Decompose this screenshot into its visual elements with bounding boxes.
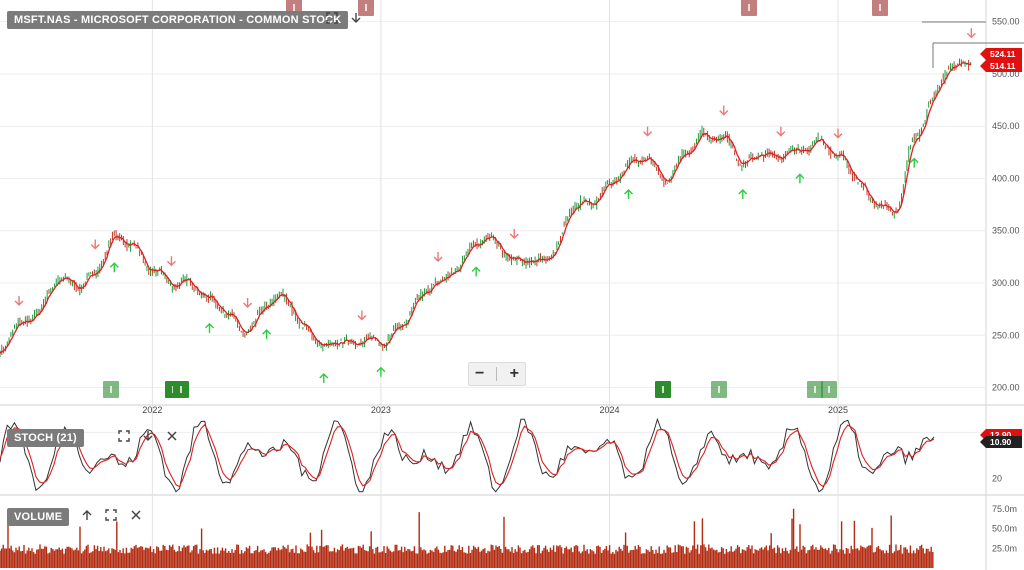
x-tick-label: 2022 bbox=[142, 405, 162, 415]
event-marker-glyph: I bbox=[662, 385, 665, 396]
price-y-tick-label: 250.00 bbox=[992, 330, 1020, 340]
event-marker[interactable] bbox=[173, 381, 189, 398]
event-marker[interactable] bbox=[711, 381, 727, 398]
event-marker-glyph: I bbox=[365, 3, 368, 14]
event-marker[interactable] bbox=[358, 0, 374, 16]
x-tick-label: 2023 bbox=[371, 405, 391, 415]
price-y-tick-label: 450.00 bbox=[992, 121, 1020, 131]
event-marker[interactable] bbox=[655, 381, 671, 398]
arrow-up-icon[interactable] bbox=[79, 509, 95, 525]
buy-arrow-icon bbox=[795, 173, 805, 184]
stoch-last-value: 10.90 bbox=[990, 437, 1012, 447]
volume-y-tick-label: 75.0m bbox=[992, 504, 1017, 514]
volume-bars bbox=[0, 508, 934, 568]
event-marker-glyph: I bbox=[110, 385, 113, 396]
arrow-down-icon[interactable] bbox=[140, 430, 156, 446]
sell-arrow-icon bbox=[509, 229, 519, 240]
zoom-divider bbox=[496, 367, 498, 381]
buy-arrow-icon bbox=[262, 329, 272, 340]
minus-icon[interactable]: − bbox=[475, 365, 485, 382]
price-y-tick-label: 300.00 bbox=[992, 278, 1020, 288]
zoom-control: − + bbox=[468, 362, 526, 386]
event-marker[interactable] bbox=[103, 381, 119, 398]
stoch-d-line bbox=[0, 423, 935, 488]
sell-arrow-icon bbox=[719, 105, 729, 116]
sell-arrow-icon bbox=[243, 298, 253, 308]
price-y-tick-label: 200.00 bbox=[992, 383, 1020, 393]
sell-arrow-icon bbox=[14, 295, 24, 306]
event-marker[interactable] bbox=[807, 381, 823, 398]
event-marker-glyph: I bbox=[180, 385, 183, 396]
plus-icon[interactable]: + bbox=[509, 365, 519, 382]
event-marker-glyph: I bbox=[748, 3, 751, 14]
sell-arrow-icon bbox=[357, 310, 367, 321]
last-price-badge bbox=[980, 60, 1022, 72]
price-y-tick-label: 350.00 bbox=[992, 226, 1020, 236]
expand-icon[interactable] bbox=[116, 430, 132, 446]
price-y-tick-label: 400.00 bbox=[992, 173, 1020, 183]
buy-arrow-icon bbox=[376, 366, 386, 377]
price-y-tick-label: 500.00 bbox=[992, 69, 1020, 79]
buy-arrow-icon bbox=[205, 322, 214, 333]
event-marker[interactable] bbox=[741, 0, 757, 16]
sell-arrow-icon bbox=[166, 256, 176, 267]
price-y-tick-label: 550.00 bbox=[992, 17, 1020, 27]
expand-icon[interactable] bbox=[324, 12, 340, 28]
event-marker-glyph: I bbox=[814, 385, 817, 396]
last-price-value: 514.11 bbox=[990, 61, 1016, 71]
stoch-last-value: 12.90 bbox=[990, 430, 1012, 440]
sell-arrow-icon bbox=[966, 28, 976, 39]
buy-arrow-icon bbox=[738, 189, 748, 200]
sell-arrow-icon bbox=[643, 126, 653, 137]
event-marker[interactable] bbox=[872, 0, 888, 16]
event-marker-glyph: I bbox=[828, 385, 831, 396]
stoch-label: STOCH (21) bbox=[7, 429, 84, 447]
arrow-down-icon[interactable] bbox=[348, 12, 364, 28]
buy-arrow-icon bbox=[319, 373, 329, 384]
event-marker-glyph: I bbox=[718, 385, 721, 396]
last-price-value: 524.11 bbox=[990, 49, 1016, 59]
event-marker-glyph: I bbox=[293, 3, 296, 14]
symbol-title: MSFT.NAS - MICROSOFT CORPORATION - COMMO… bbox=[7, 11, 349, 29]
close-icon[interactable] bbox=[164, 430, 180, 446]
sell-arrow-icon bbox=[90, 239, 100, 250]
x-tick-label: 2024 bbox=[599, 405, 619, 415]
sell-arrow-icon bbox=[776, 126, 786, 137]
stoch-k-line bbox=[0, 417, 935, 493]
expand-icon[interactable] bbox=[103, 509, 119, 525]
stoch-last-badge bbox=[980, 436, 1022, 448]
event-marker-glyph: I bbox=[879, 3, 882, 14]
volume-label: VOLUME bbox=[7, 508, 70, 526]
event-marker[interactable] bbox=[821, 381, 837, 398]
sell-arrow-icon bbox=[833, 128, 843, 139]
buy-arrow-icon bbox=[624, 189, 634, 200]
last-price-badge bbox=[980, 48, 1022, 60]
buy-arrow-icon bbox=[471, 266, 481, 277]
x-tick-label: 2025 bbox=[828, 405, 848, 415]
price-line bbox=[0, 62, 972, 354]
buy-arrow-icon bbox=[109, 262, 119, 273]
sell-arrow-icon bbox=[433, 252, 443, 263]
volume-y-tick-label: 25.0m bbox=[992, 543, 1017, 553]
close-icon[interactable] bbox=[128, 509, 144, 525]
stoch-y-tick-label: 20 bbox=[992, 474, 1002, 484]
volume-y-tick-label: 50.0m bbox=[992, 524, 1017, 534]
buy-arrow-icon bbox=[909, 157, 919, 168]
